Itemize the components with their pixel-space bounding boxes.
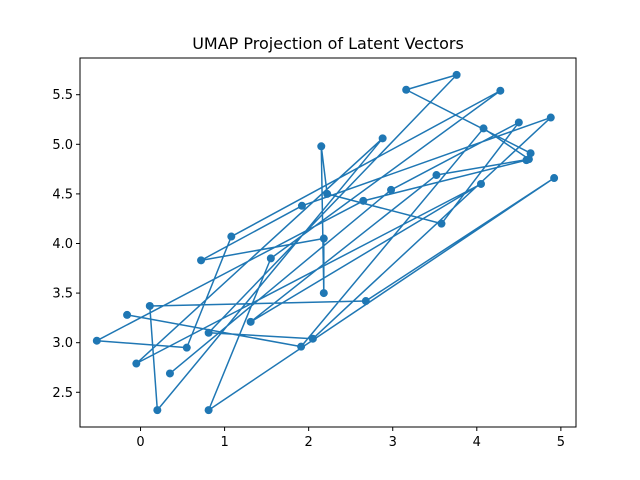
data-point-29: [132, 360, 140, 368]
data-point-33: [525, 155, 533, 163]
data-point-17: [359, 197, 367, 205]
y-tick-label-4: 4.5: [52, 187, 73, 202]
data-point-0: [166, 369, 174, 377]
data-point-6: [320, 289, 328, 297]
y-tick-label-5: 5.0: [52, 138, 73, 153]
data-point-10: [547, 114, 555, 122]
data-point-7: [320, 235, 328, 243]
y-tick-label-3: 4.0: [52, 237, 73, 252]
data-point-9: [298, 202, 306, 210]
data-point-18: [93, 337, 101, 345]
data-point-22: [267, 254, 275, 262]
data-point-27: [153, 406, 161, 414]
y-tick-label-0: 2.5: [52, 386, 73, 401]
data-point-21: [496, 87, 504, 95]
data-point-34: [480, 124, 488, 132]
x-tick-label-1: 1: [220, 435, 228, 450]
data-point-23: [205, 406, 213, 414]
data-point-14: [402, 86, 410, 94]
y-tick-label-1: 3.0: [52, 336, 73, 351]
data-point-4: [323, 190, 331, 198]
data-point-8: [197, 256, 205, 264]
x-tick-label-0: 0: [136, 435, 144, 450]
data-point-11: [309, 335, 317, 343]
data-point-12: [205, 329, 213, 337]
data-point-30: [477, 180, 485, 188]
data-point-26: [146, 302, 154, 310]
data-point-35: [297, 343, 305, 351]
data-point-19: [183, 344, 191, 352]
data-point-31: [247, 318, 255, 326]
data-point-3: [437, 220, 445, 228]
data-point-24: [550, 174, 558, 182]
data-point-5: [317, 142, 325, 150]
y-tick-label-6: 5.5: [52, 88, 73, 103]
data-point-1: [387, 186, 395, 194]
data-point-20: [227, 233, 235, 241]
data-point-2: [515, 118, 523, 126]
plot-layer: [93, 71, 558, 414]
x-tick-label-5: 5: [557, 435, 565, 450]
data-point-32: [432, 171, 440, 179]
y-tick-label-2: 3.5: [52, 287, 73, 302]
data-point-13: [453, 71, 461, 79]
axes-layer: 0 1 2 3 4 5 2.5 3.0 3.5 4.0 4.5 5.0 5.5: [52, 88, 565, 450]
x-tick-label-2: 2: [305, 435, 313, 450]
chart-title: UMAP Projection of Latent Vectors: [192, 34, 464, 53]
data-point-28: [379, 134, 387, 142]
data-point-36: [123, 311, 131, 319]
x-tick-label-4: 4: [473, 435, 481, 450]
data-point-25: [362, 297, 370, 305]
x-tick-label-3: 3: [389, 435, 397, 450]
